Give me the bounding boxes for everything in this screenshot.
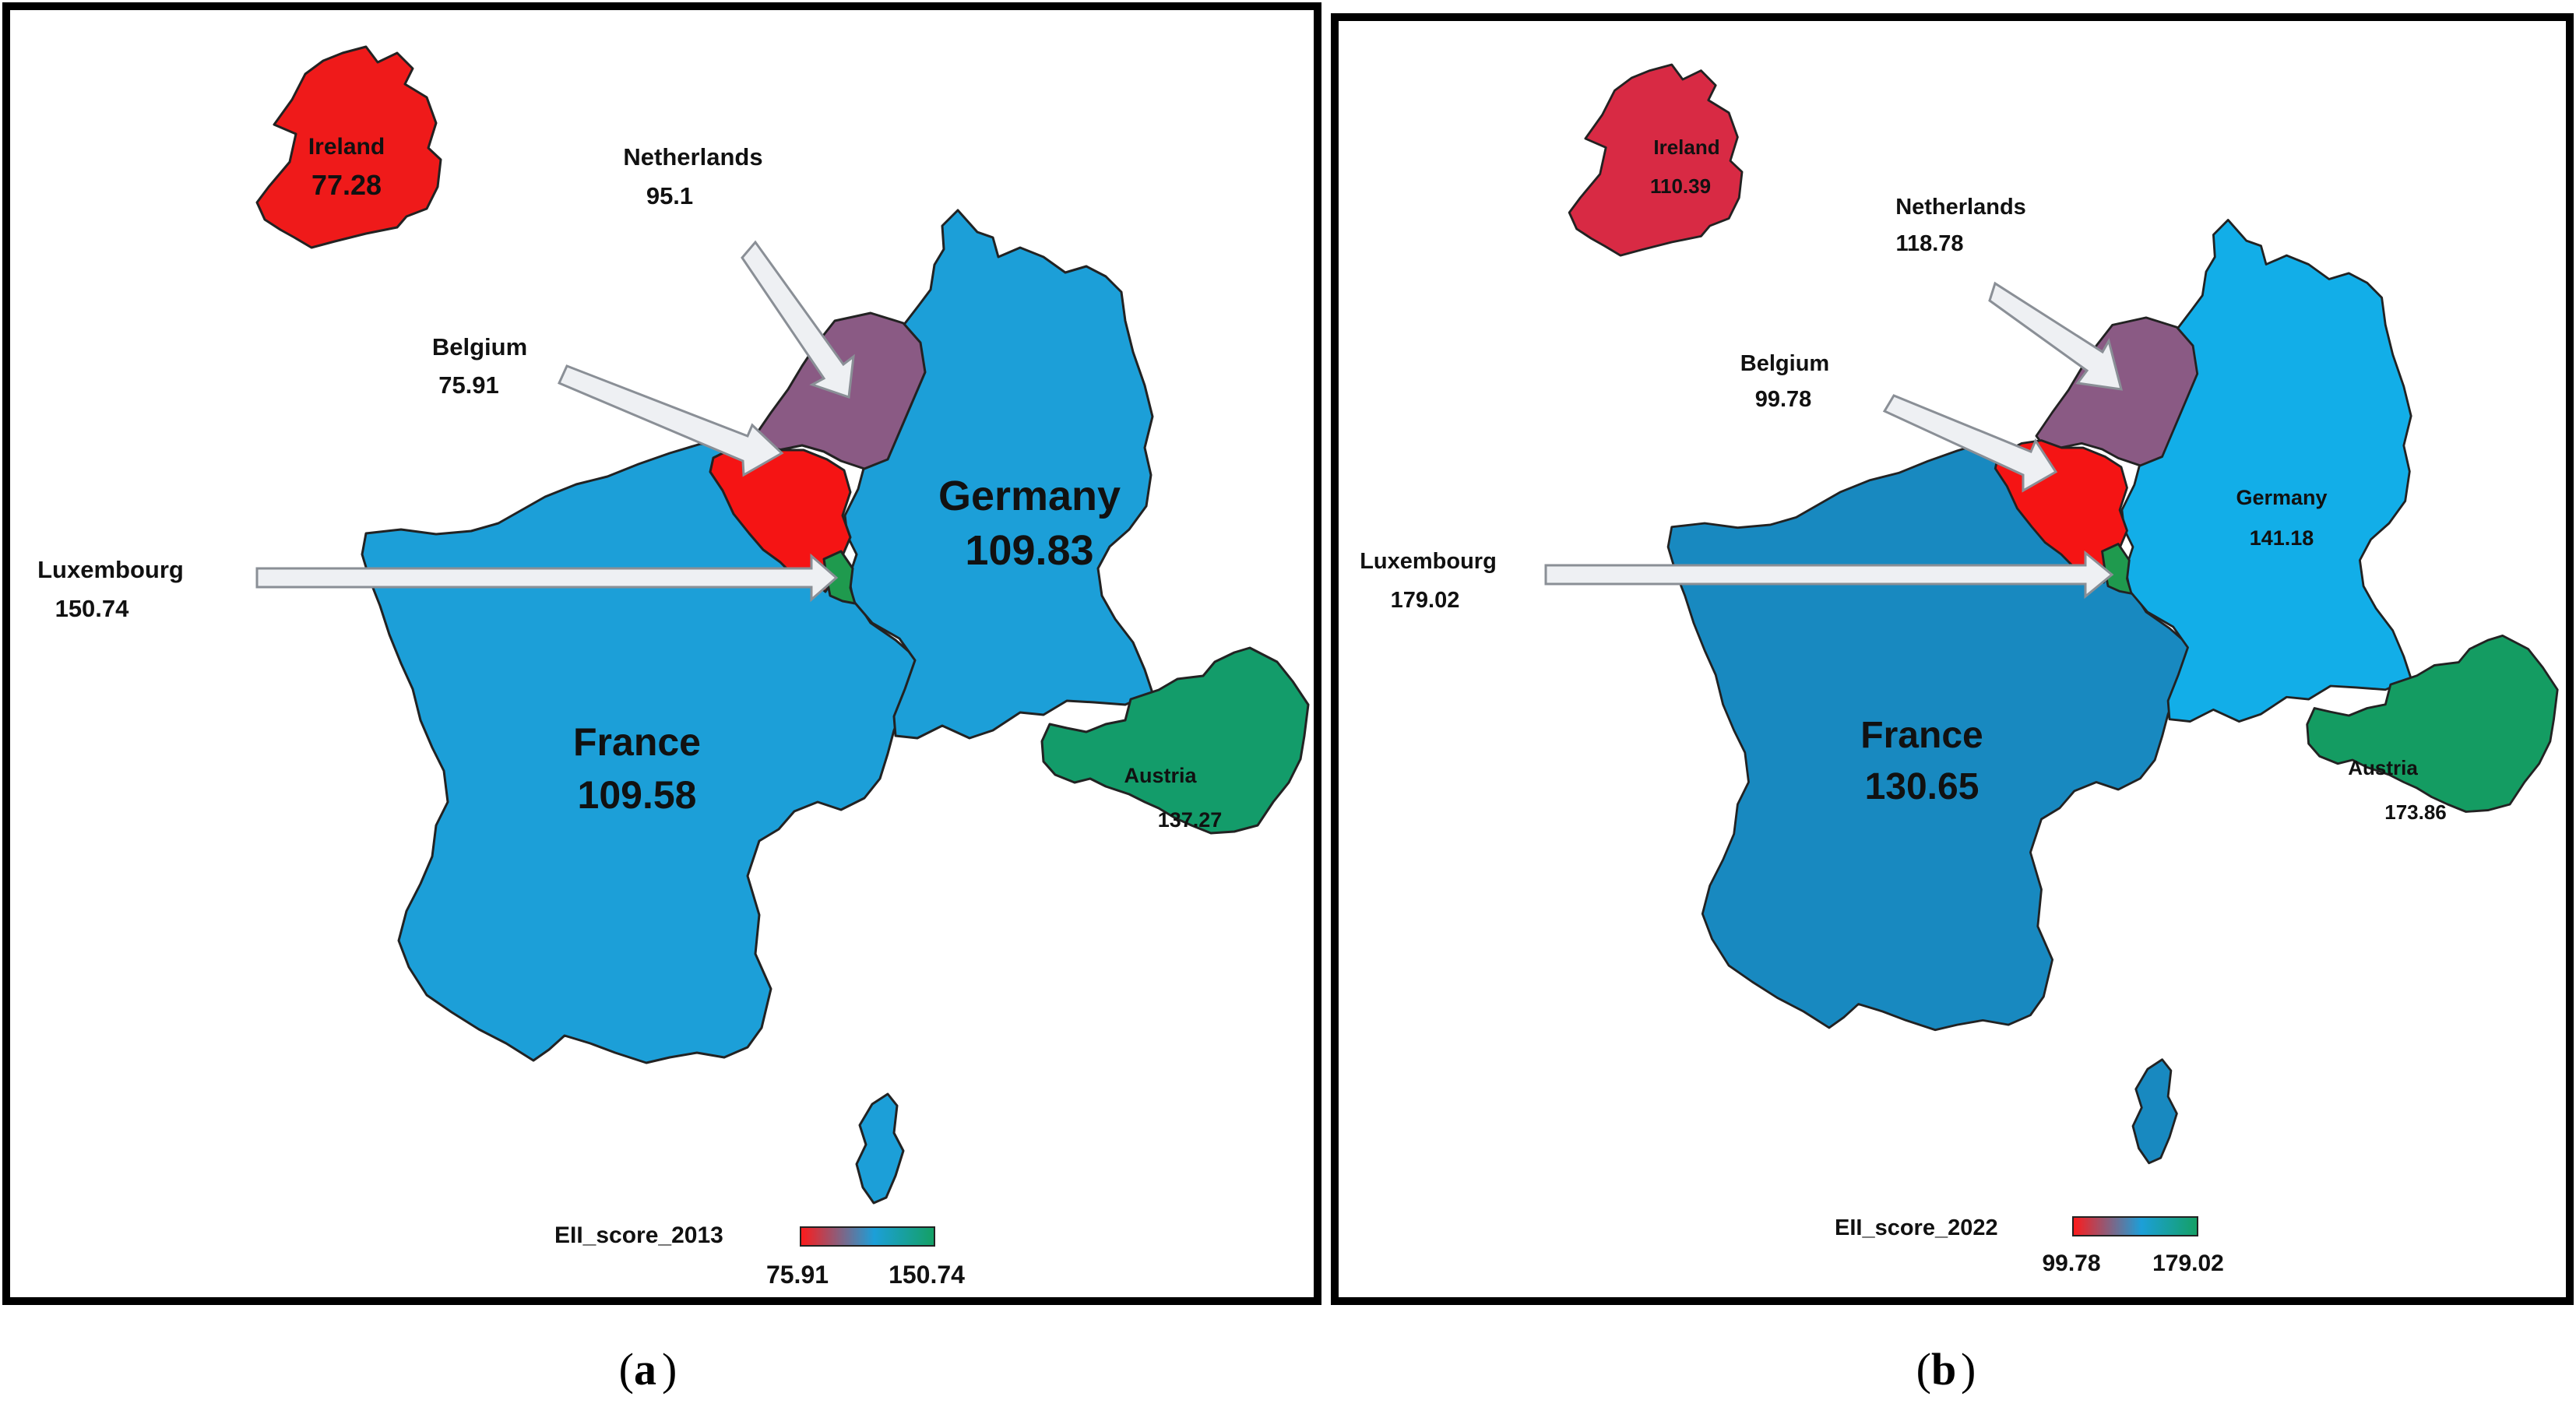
ireland-name-label: Ireland [1653,135,1719,159]
belgium-name-label: Belgium [432,333,527,361]
legend-min-label: 99.78 [2042,1250,2100,1276]
arrow-luxembourg [1544,550,2114,600]
austria-value-label: 173.86 [2384,800,2447,824]
caption-a-letter: a [634,1344,656,1395]
ireland-region [1568,63,1744,257]
ireland-region [255,45,442,249]
germany-value-label: 109.83 [965,527,1093,574]
germany-name-label: Germany [938,473,1121,519]
arrow-luxembourg [255,553,839,603]
france-value-label: 130.65 [1865,766,1980,807]
panel-b-map [1568,63,2559,1165]
legend-max-label: 179.02 [2152,1250,2224,1276]
belgium-name-label: Belgium [1740,351,1829,376]
panel-a-map [255,45,1310,1205]
austria-name-label: Austria [1124,764,1197,787]
belgium-value-label: 75.91 [438,371,499,399]
france-name-label: France [1860,715,1983,756]
luxembourg-value-label: 179.02 [1391,588,1460,613]
ireland-value-label: 110.39 [1650,174,1711,198]
legend-max-label: 150.74 [889,1261,965,1289]
netherlands-region [2035,316,2199,467]
caption-b-open-paren: ( [1916,1344,1931,1395]
panel-a-arrows [255,240,855,603]
legend-min-label: 75.91 [766,1261,829,1289]
ireland-value-label: 77.28 [311,169,382,201]
corsica-region [2131,1058,2178,1165]
panel-b-arrows [1544,281,2124,600]
netherlands-name-label: Netherlands [1895,195,2026,220]
panel-b: Ireland 110.39 Netherlands 118.78 Belgiu… [1331,13,2574,1305]
netherlands-name-label: Netherlands [623,143,762,171]
france-name-label: France [573,720,701,764]
legend-title: EII_score_2022 [1835,1215,1998,1240]
legend-title: EII_score_2013 [554,1222,723,1248]
germany-name-label: Germany [2236,486,2327,509]
ireland-name-label: Ireland [308,134,385,160]
corsica-region [855,1092,905,1205]
caption-b: ( b ) [1916,1344,1976,1395]
france-value-label: 109.58 [578,773,697,817]
austria-value-label: 137.27 [1158,808,1223,832]
legend-colorbar [2072,1216,2198,1236]
caption-b-letter: b [1931,1344,1956,1395]
caption-a-close-paren: ) [662,1344,677,1395]
caption-b-close-paren: ) [1961,1344,1976,1395]
netherlands-value-label: 95.1 [646,182,693,209]
arrow-belgium [557,364,784,477]
arrow-netherlands [1988,281,2124,391]
arrow-netherlands [741,240,855,399]
arrow-belgium [1882,394,2058,493]
luxembourg-value-label: 150.74 [55,595,130,622]
panel-a: Ireland 77.28 Netherlands 95.1 Belgium 7… [2,2,1321,1305]
legend-colorbar [800,1226,935,1247]
netherlands-value-label: 118.78 [1895,231,1963,256]
luxembourg-name-label: Luxembourg [1360,549,1497,574]
germany-value-label: 141.18 [2250,526,2314,550]
caption-a: ( a ) [619,1344,677,1395]
belgium-value-label: 99.78 [1755,387,1812,412]
luxembourg-name-label: Luxembourg [37,556,184,583]
caption-a-open-paren: ( [619,1344,634,1395]
austria-region [2306,634,2559,813]
austria-region [1040,646,1310,835]
austria-name-label: Austria [2348,756,2418,779]
